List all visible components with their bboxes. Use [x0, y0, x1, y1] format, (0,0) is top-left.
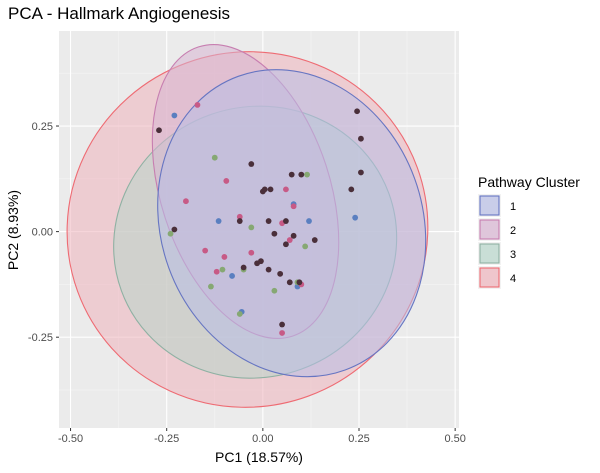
x-tick-label: 0.25: [348, 433, 369, 445]
cluster-2-point: [213, 268, 220, 275]
cluster-2-point: [236, 213, 243, 220]
cluster-2-point: [290, 203, 297, 210]
cluster-3-point: [248, 224, 255, 231]
cluster-2-point: [248, 249, 255, 256]
cluster-1-point: [229, 273, 235, 279]
cluster-1-point: [352, 214, 359, 221]
legend-title: Pathway Cluster: [478, 174, 580, 190]
cluster-3-point: [219, 266, 226, 273]
cluster-3-point: [208, 283, 214, 290]
cluster-4-point: [354, 108, 360, 115]
cluster-4-point: [283, 218, 289, 224]
legend: Pathway Cluster 1 2 3 4: [478, 174, 580, 289]
cluster-4-point: [261, 186, 268, 193]
cluster-ellipses: [66, 43, 429, 408]
cluster-2-point: [223, 178, 230, 184]
cluster-1-point: [215, 218, 222, 224]
legend-label-1: 1: [510, 201, 516, 213]
y-tick-label: -0.25: [28, 332, 53, 344]
cluster-4-point: [156, 127, 162, 134]
cluster-3-point: [302, 243, 309, 250]
y-tick-label: 0.25: [32, 121, 53, 133]
cluster-4-point: [277, 270, 284, 277]
y-axis-ticks: -0.25 0.00 0.25: [28, 121, 59, 344]
x-tick-label: -0.50: [58, 433, 83, 445]
cluster-2-point: [183, 198, 189, 205]
cluster-1-ellipse: [157, 69, 427, 378]
cluster-4-point: [298, 171, 305, 178]
cluster-4-point: [358, 169, 364, 176]
data-points: [156, 102, 364, 336]
cluster-4-point: [358, 135, 364, 142]
legend-label-3: 3: [510, 249, 516, 261]
x-tick-label: 0.50: [444, 433, 465, 445]
legend-label-2: 2: [510, 225, 516, 237]
cluster-4-point: [296, 279, 303, 286]
cluster-2-point: [279, 330, 285, 336]
cluster-4-point: [279, 321, 285, 328]
y-axis-label: PC2 (8.93%): [5, 190, 21, 270]
x-axis-ticks: -0.50 -0.25 0.00 0.25 0.50: [58, 428, 466, 445]
cluster-4-point: [265, 266, 272, 273]
cluster-3-point: [304, 171, 310, 178]
cluster-4-point: [240, 264, 247, 271]
cluster-4-point: [236, 218, 243, 224]
cluster-2-point: [286, 237, 293, 243]
cluster-4-point: [311, 237, 318, 243]
cluster-3-point: [236, 311, 243, 317]
legend-label-4: 4: [510, 273, 516, 285]
cluster-4-point: [286, 279, 293, 286]
cluster-2-point: [202, 247, 209, 254]
chart-title: PCA - Hallmark Angiogenesis: [8, 4, 231, 23]
cluster-4-point: [258, 258, 264, 265]
cluster-4-point: [283, 241, 289, 248]
cluster-1-point: [306, 218, 312, 224]
cluster-3-point: [167, 230, 174, 237]
x-tick-label: 0.00: [252, 433, 273, 445]
cluster-4-point: [290, 232, 297, 239]
legend-swatch-1: [479, 195, 500, 216]
cluster-3-point: [211, 154, 218, 161]
x-axis-label: PC1 (18.57%): [215, 449, 303, 465]
cluster-4-point: [271, 230, 278, 237]
cluster-2-point: [221, 254, 228, 260]
legend-swatch-2: [479, 219, 500, 240]
cluster-4-point: [265, 218, 272, 224]
cluster-1-point: [171, 112, 178, 119]
x-tick-label: -0.25: [154, 433, 179, 445]
y-tick-label: 0.00: [32, 227, 53, 239]
cluster-4-point: [171, 226, 178, 233]
legend-swatch-3: [479, 243, 500, 264]
legend-swatch-4: [479, 267, 500, 288]
cluster-3-point: [271, 287, 278, 294]
cluster-4-point: [348, 186, 355, 193]
cluster-4-point: [288, 171, 295, 178]
cluster-4-point: [248, 161, 255, 167]
cluster-2-point: [283, 186, 289, 193]
cluster-2-point: [194, 102, 201, 108]
cluster-4-point: [267, 186, 274, 193]
